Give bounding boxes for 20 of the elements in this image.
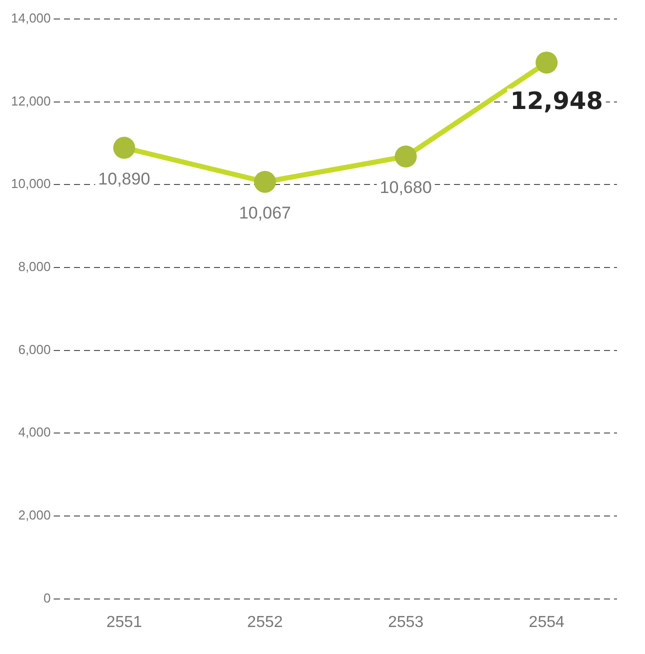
y-tick-label: 8,000 [18,259,51,274]
point [394,145,417,168]
x-tick-label: 2553 [388,614,424,631]
point [536,52,558,74]
y-tick-label: 2,000 [18,508,51,523]
y-tick-label: 12,000 [10,93,51,108]
data-label: 10,890 [98,169,150,188]
x-tick-label: 2554 [528,614,564,631]
data-label: 12,948 [510,86,603,115]
point [113,136,136,159]
y-tick-label: 6,000 [18,342,51,357]
point [254,170,276,193]
y-tick-label: 10,000 [10,176,51,192]
y-tick-label: 0 [44,590,51,606]
x-tick-label: 2552 [247,614,283,631]
data-label: 10,067 [238,204,291,223]
data-label: 10,680 [380,178,432,198]
y-tick-label: 14,000 [10,10,51,26]
x-tick-label: 2551 [106,614,142,631]
y-tick-label: 4,000 [18,424,51,440]
